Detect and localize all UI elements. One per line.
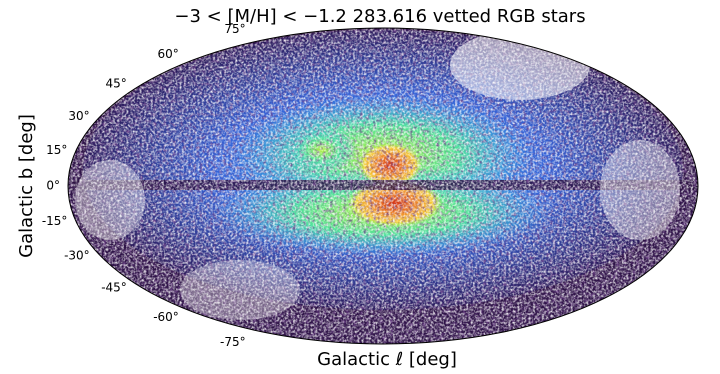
lat-tick-label: 30° bbox=[68, 109, 89, 123]
y-axis-label: Galactic b [deg] bbox=[16, 114, 37, 258]
lat-tick-label: -60° bbox=[153, 310, 179, 324]
lat-tick-label: -15° bbox=[42, 214, 68, 228]
lat-tick-label: -75° bbox=[220, 335, 246, 349]
map-title: −3 < [M/H] < −1.2 283.616 vetted RGB sta… bbox=[174, 6, 585, 27]
map-frame bbox=[67, 27, 699, 345]
lat-tick-label: 75° bbox=[224, 22, 245, 36]
x-axis-label: Galactic ℓ [deg] bbox=[317, 349, 457, 370]
lat-tick-label: -30° bbox=[64, 248, 90, 262]
lat-tick-label: 0° bbox=[46, 179, 60, 193]
lat-tick-label: 60° bbox=[158, 47, 179, 61]
lat-tick-label: -45° bbox=[101, 281, 127, 295]
density-image bbox=[68, 28, 698, 344]
lat-tick-label: 45° bbox=[106, 76, 127, 90]
lat-tick-label: 15° bbox=[46, 143, 67, 157]
